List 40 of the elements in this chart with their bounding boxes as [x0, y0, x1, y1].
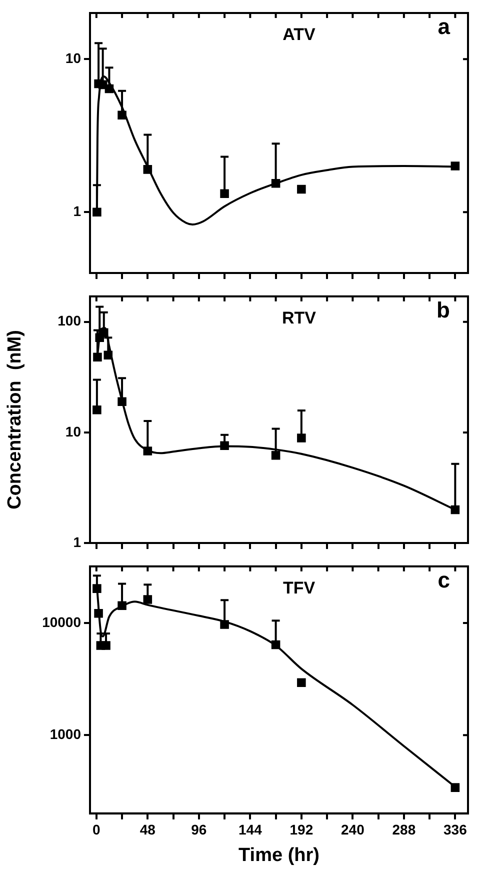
x-tick-label: 240	[341, 822, 365, 838]
point	[92, 208, 102, 216]
y-tick-label: 10	[65, 423, 82, 440]
point	[220, 620, 229, 629]
text: TFV	[282, 578, 316, 598]
point	[220, 441, 229, 450]
x-tick-label: 192	[290, 822, 314, 838]
y-tick-label: 1000	[50, 726, 82, 742]
text: ATV	[282, 25, 316, 44]
point	[118, 110, 126, 120]
x-tick-label: 144	[238, 822, 262, 838]
point	[297, 434, 306, 442]
point	[450, 162, 460, 170]
y-tick-label: 1	[73, 534, 82, 550]
y-tick-label: 1	[73, 202, 82, 219]
y-tick-label: 100	[58, 312, 82, 329]
point	[92, 405, 102, 414]
point	[93, 352, 102, 362]
point	[102, 641, 110, 650]
y-tick-label: 10	[65, 50, 82, 66]
x-tick-label: 336	[444, 822, 468, 838]
y-tick-label: 10000	[42, 614, 82, 630]
x-tick-label: 288	[392, 822, 416, 838]
x-tick-label: 0	[92, 822, 101, 838]
annotation: c	[438, 567, 450, 592]
annotation: b	[436, 297, 450, 322]
point	[94, 608, 103, 618]
text: RTV	[282, 308, 317, 328]
y-axis-title: Concentration (nM)	[4, 330, 26, 510]
x-tick-label: 48	[140, 822, 156, 838]
annotation: a	[438, 14, 451, 40]
point	[92, 584, 102, 593]
point	[118, 601, 126, 610]
point	[297, 678, 306, 687]
point	[297, 184, 306, 194]
x-tick-label: 96	[191, 822, 207, 838]
point	[450, 783, 460, 792]
point	[118, 397, 126, 406]
point	[220, 189, 229, 198]
x-axis-title: Time (hr)	[238, 844, 320, 866]
